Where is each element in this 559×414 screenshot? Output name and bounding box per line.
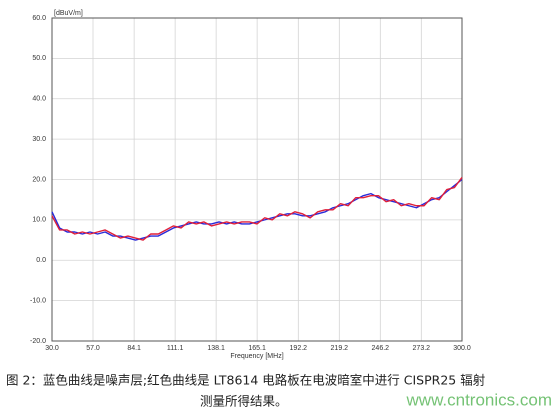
x-tick-label: 30.0 [45,345,59,352]
x-tick-label: 246.2 [372,345,390,352]
x-tick-label: 219.2 [331,345,349,352]
y-tick-label: -20.0 [30,338,46,345]
caption-line: 图 2：蓝色曲线是噪声层;红色曲线是 LT8614 电路板在电波暗室中进行 CI… [6,373,485,388]
x-tick-label: 57.0 [86,345,100,352]
x-tick-label: 111.1 [167,345,184,352]
x-axis-label: Frequency [MHz] [230,353,283,360]
watermark: www.cntronics.com [406,390,552,409]
y-tick-label: 0.0 [36,257,46,264]
y-tick-label: 40.0 [32,96,46,103]
y-tick-label: 30.0 [32,136,46,143]
x-tick-label: 84.1 [127,345,141,352]
caption-line: 测量所得结果。 [200,394,288,409]
y-tick-label: 10.0 [32,217,46,224]
y-tick-label: 50.0 [32,55,46,62]
x-tick-label: 192.2 [290,345,308,352]
x-tick-label: 138.1 [207,345,225,352]
x-tick-label: 273.2 [413,345,431,352]
y-tick-label: 60.0 [32,15,46,22]
y-tick-label: -10.0 [30,297,46,304]
series-line [51,178,463,241]
y-tick-label: 20.0 [32,176,46,183]
x-tick-label: 165.1 [248,345,266,352]
unit-label: [dBuV/m] [54,10,83,17]
series-line [51,177,463,241]
x-tick-label: 300.0 [453,345,471,352]
